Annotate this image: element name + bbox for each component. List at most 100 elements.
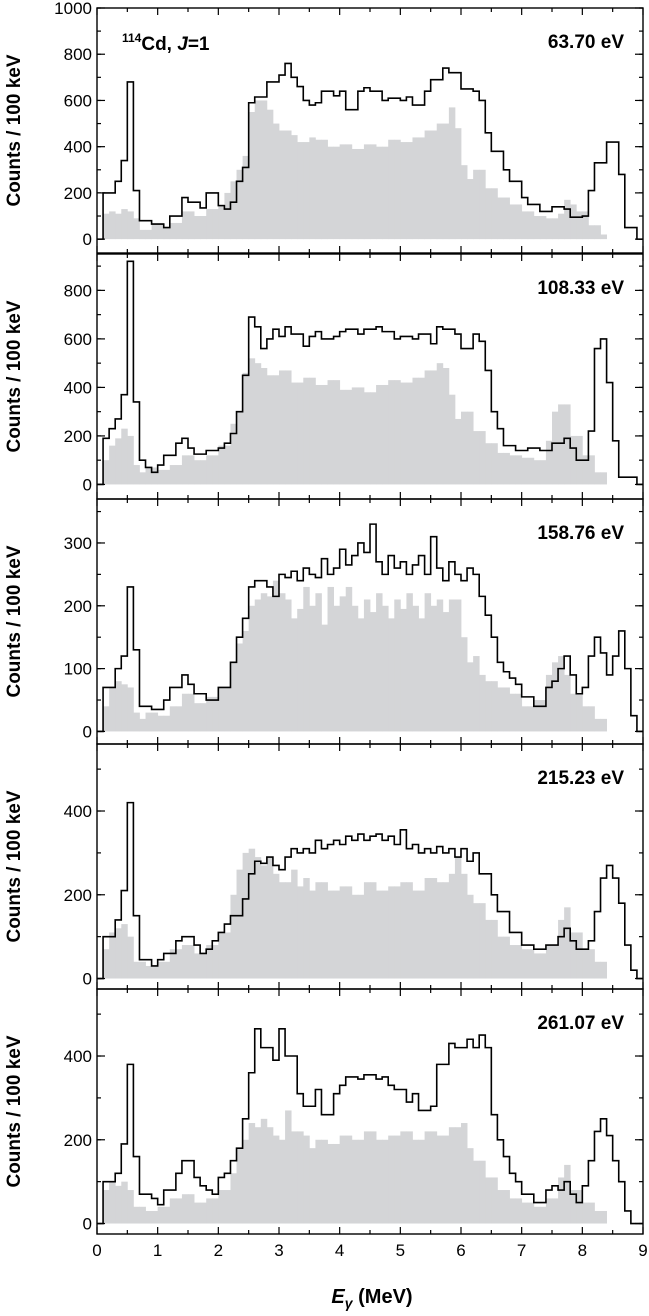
filled-bar [103, 460, 110, 485]
filled-bar [424, 130, 432, 240]
filled-bar [582, 1202, 589, 1224]
filled-bar [576, 693, 583, 732]
filled-bar [121, 1181, 128, 1224]
filled-bar [570, 204, 577, 240]
filled-bar [521, 211, 529, 240]
filled-bar [157, 469, 165, 485]
filled-bar [509, 945, 516, 979]
filled-bar [145, 1210, 152, 1224]
filled-bar [558, 404, 565, 485]
filled-bar [552, 1198, 559, 1224]
filled-bar [363, 599, 371, 732]
x-tick-label: 0 [92, 1241, 101, 1260]
y-tick-label: 200 [64, 184, 92, 203]
filled-bar [394, 1135, 401, 1224]
filled-bar [133, 1206, 140, 1224]
filled-bar [181, 211, 189, 240]
filled-bar [406, 882, 413, 979]
filled-bar [175, 949, 183, 979]
filled-bar [461, 637, 468, 732]
filled-bar [333, 380, 341, 485]
filled-bar [351, 1139, 359, 1224]
filled-bar [509, 455, 516, 485]
filled-bar [412, 605, 419, 732]
filled-bar [254, 1127, 262, 1224]
filled-bar [382, 384, 389, 485]
filled-bar [436, 363, 444, 485]
filled-bar [509, 1198, 516, 1224]
x-axis-symbol: E [331, 1286, 345, 1308]
filled-bar [394, 599, 401, 732]
filled-bar [315, 384, 322, 485]
filled-bar [254, 599, 262, 732]
filled-bar [315, 882, 322, 979]
filled-bar [206, 945, 213, 979]
panel-data [97, 523, 643, 733]
filled-bar [242, 852, 250, 979]
filled-bar [442, 368, 450, 485]
filled-bar [285, 882, 292, 979]
filled-bar [339, 389, 347, 485]
filled-bar [145, 965, 152, 979]
filled-bar [545, 1198, 553, 1224]
filled-bar [279, 370, 286, 485]
filled-bar [260, 368, 268, 485]
filled-bar [376, 890, 383, 979]
filled-bar [473, 903, 480, 979]
filled-bar [163, 227, 171, 240]
resonance-energy-label: 108.33 eV [537, 278, 624, 299]
filled-bar [303, 142, 310, 240]
filled-bar [218, 932, 225, 979]
filled-bar [157, 222, 165, 240]
filled-bar [145, 712, 152, 732]
y-tick-label: 0 [83, 475, 92, 494]
filled-bar [224, 687, 231, 732]
filled-bar [272, 375, 280, 485]
filled-bar [552, 218, 559, 240]
filled-bar [303, 586, 310, 732]
filled-bar [412, 1139, 419, 1224]
y-tick-label: 400 [64, 378, 92, 397]
filled-bar [485, 443, 492, 485]
filled-bar [163, 1206, 171, 1224]
filled-bar [297, 886, 304, 979]
filled-bar [491, 1177, 498, 1224]
filled-bar [436, 882, 444, 979]
filled-bar [448, 873, 456, 979]
filled-bar [406, 382, 413, 485]
filled-bar [558, 213, 565, 240]
filled-bar [139, 229, 146, 240]
filled-bar [570, 932, 577, 979]
y-tick-label: 0 [83, 230, 92, 249]
filled-bar [327, 380, 334, 485]
filled-bar [103, 1190, 110, 1224]
filled-bar [345, 1135, 353, 1224]
filled-bar [248, 112, 256, 240]
x-tick-label: 9 [638, 1241, 647, 1260]
filled-bar [194, 1202, 201, 1224]
panel-data [97, 801, 643, 980]
filled-bar [418, 377, 425, 485]
filled-bar [521, 949, 529, 979]
filled-bar [515, 1198, 523, 1224]
filled-bar [175, 706, 183, 732]
filled-bar [266, 375, 274, 485]
filled-bar [600, 1210, 607, 1224]
filled-bar [139, 1206, 146, 1224]
filled-bar [503, 197, 510, 240]
filled-bar [285, 130, 292, 240]
filled-bar [248, 1123, 256, 1224]
filled-bar [309, 605, 316, 732]
outline-histogram [97, 1027, 643, 1225]
filled-bar [309, 137, 316, 240]
filled-bar [527, 1202, 535, 1224]
filled-bar [121, 209, 128, 240]
filled-bar [224, 445, 231, 485]
filled-bar [376, 146, 383, 240]
filled-bar [485, 1177, 492, 1224]
filled-bar [163, 469, 171, 485]
filled-bar [327, 890, 334, 979]
filled-bar [533, 1206, 541, 1224]
resonance-energy-label: 158.76 eV [537, 523, 624, 544]
filled-bar [400, 882, 407, 979]
